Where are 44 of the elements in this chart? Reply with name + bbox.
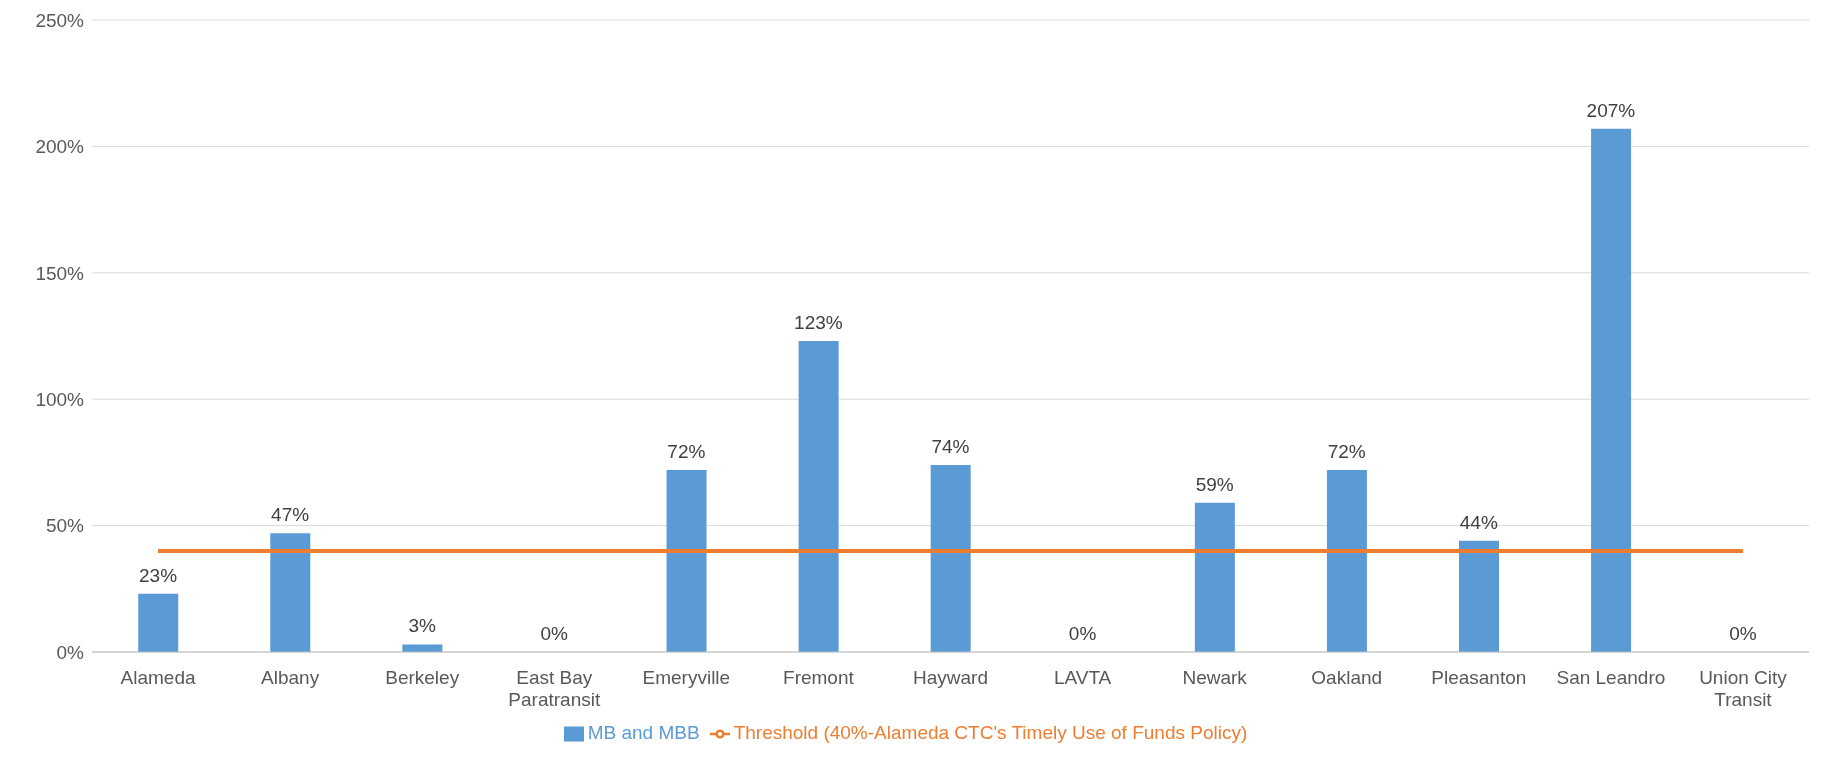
bar [1194,502,1235,652]
x-tick-label: Newark [1182,667,1248,688]
bar [1591,128,1632,652]
data-label: 123% [794,312,843,334]
y-tick-label: 100% [35,388,85,410]
x-tick-label: East Bay Paratransit [508,667,601,710]
data-label: 3% [408,615,437,637]
data-label: 0% [1729,623,1757,644]
legend-label: Threshold (40%-Alameda CTC's Timely Use of Funds Policy) [733,722,1248,743]
bar [1326,469,1367,652]
y-tick-label: 50% [45,515,85,537]
x-tick-label: San Leandro [1556,667,1666,688]
bar [798,341,839,652]
bar [666,469,707,652]
y-tick-label: 0% [56,641,85,663]
data-label: 72% [667,440,706,462]
x-tick-label: Alameda [120,667,196,688]
data-label: 47% [271,504,310,526]
bar [1459,540,1499,652]
bar [930,464,971,652]
data-label: 74% [931,435,970,457]
x-tick-label: Pleasanton [1431,667,1527,688]
bar [402,644,443,652]
x-tick-label: Berkeley [385,667,460,688]
bar [270,533,311,652]
y-tick-label: 150% [35,262,85,284]
x-tick-label: Albany [261,667,320,688]
data-label: 72% [1327,440,1366,462]
x-tick-label: Hayward [913,667,988,688]
data-label: 44% [1459,511,1498,533]
bar [138,593,179,652]
y-tick-label: 200% [35,136,85,158]
x-tick-label: Oakland [1311,667,1383,688]
data-label: 59% [1195,473,1234,495]
data-label: 0% [540,623,569,644]
x-tick-label: Union City Transit [1699,667,1788,710]
data-label: 23% [139,564,178,586]
x-tick-label: LAVTA [1053,667,1112,688]
data-label: 207% [1586,99,1636,121]
y-tick-label: 250% [35,9,85,31]
data-label: 0% [1068,623,1097,644]
x-tick-label: Emeryville [642,667,731,688]
x-tick-label: Fremont [783,667,855,688]
legend-label: MB and MBB [587,722,700,743]
